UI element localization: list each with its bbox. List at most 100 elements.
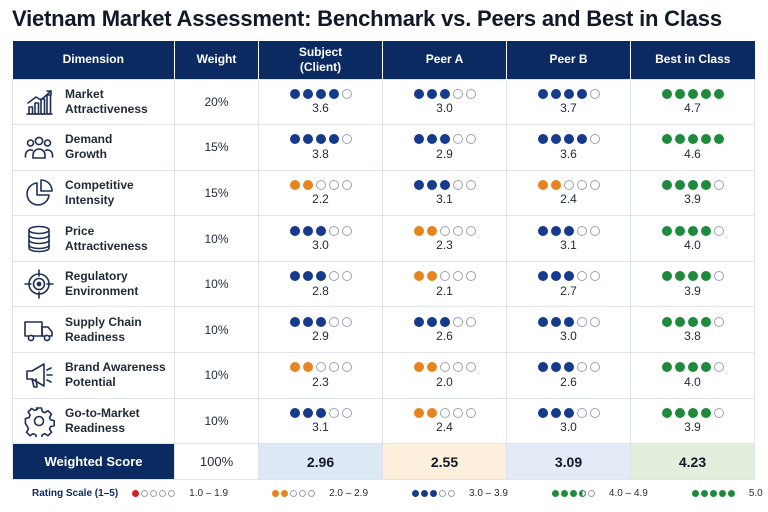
empty-dot bbox=[299, 489, 307, 497]
weight-cell: 10% bbox=[174, 306, 259, 354]
dimension-label-line2: Intensity bbox=[65, 192, 115, 207]
filled-dot bbox=[661, 225, 672, 236]
filled-dot bbox=[661, 316, 672, 327]
filled-dot bbox=[700, 225, 711, 236]
megaphone-icon bbox=[13, 359, 65, 391]
empty-dot bbox=[576, 407, 587, 418]
filled-dot bbox=[328, 88, 339, 99]
rating-dots bbox=[413, 271, 476, 282]
peer-b-rating-cell: 3.0 bbox=[506, 306, 631, 354]
best-in-class-rating-cell: 3.9 bbox=[630, 397, 755, 445]
filled-dot bbox=[687, 271, 698, 282]
rating-score: 2.7 bbox=[560, 283, 577, 298]
rating-score: 3.8 bbox=[684, 329, 701, 344]
legend-item: 5.0 bbox=[691, 487, 768, 499]
empty-dot bbox=[563, 179, 574, 190]
legend-item-label: 5.0 bbox=[748, 487, 763, 499]
empty-dot bbox=[576, 179, 587, 190]
empty-dot bbox=[328, 407, 339, 418]
filled-dot bbox=[576, 88, 587, 99]
rating-dots bbox=[537, 362, 600, 373]
peer-b-rating-cell: 2.4 bbox=[506, 169, 631, 217]
rating-score: 2.4 bbox=[436, 420, 453, 435]
filled-dot bbox=[289, 407, 300, 418]
rating-dots bbox=[661, 316, 724, 327]
rating-dots bbox=[289, 316, 352, 327]
filled-dot bbox=[289, 179, 300, 190]
dimension-cell: Market Attractiveness bbox=[12, 78, 175, 126]
rating-dots bbox=[289, 407, 352, 418]
dimension-row: Competitive Intensity 15% 2.2 3.1 2.4 3.9 bbox=[12, 169, 755, 217]
empty-dot bbox=[341, 362, 352, 373]
empty-dot bbox=[328, 362, 339, 373]
header-best-in-class: Best in Class bbox=[630, 41, 755, 79]
weight-cell: 10% bbox=[174, 260, 259, 308]
dimension-label: Go-to-Market Readiness bbox=[65, 406, 140, 436]
empty-dot bbox=[713, 179, 724, 190]
filled-dot bbox=[674, 362, 685, 373]
legend-item-label: 4.0 – 4.9 bbox=[608, 487, 648, 499]
rating-dots bbox=[661, 271, 724, 282]
dimension-label-line1: Supply Chain bbox=[65, 314, 142, 329]
subject-rating-cell: 3.6 bbox=[258, 78, 383, 126]
weight-cell: 10% bbox=[174, 215, 259, 262]
rating-dots bbox=[289, 88, 352, 99]
empty-dot bbox=[452, 271, 463, 282]
filled-dot bbox=[560, 489, 568, 497]
filled-dot bbox=[563, 88, 574, 99]
empty-dot bbox=[328, 271, 339, 282]
filled-dot bbox=[413, 179, 424, 190]
empty-dot bbox=[465, 134, 476, 145]
peer-a-rating-cell: 3.0 bbox=[382, 78, 507, 126]
dimension-cell: Regulatory Environment bbox=[12, 260, 175, 308]
rating-score: 3.8 bbox=[312, 146, 329, 161]
filled-dot bbox=[674, 134, 685, 145]
empty-dot bbox=[439, 489, 446, 497]
rating-dots bbox=[289, 134, 352, 145]
filled-dot bbox=[550, 88, 561, 99]
rating-dots bbox=[661, 88, 724, 99]
filled-dot bbox=[713, 134, 724, 145]
rating-dots bbox=[661, 362, 724, 373]
filled-dot bbox=[661, 179, 672, 190]
filled-dot bbox=[302, 316, 313, 327]
rating-score: 3.1 bbox=[436, 192, 453, 207]
filled-dot bbox=[674, 88, 685, 99]
filled-dot bbox=[302, 225, 313, 236]
dimension-row: Price Attractiveness 10% 3.0 2.3 3.1 4.0 bbox=[12, 215, 755, 262]
header-dimension: Dimension bbox=[12, 41, 175, 79]
rating-score: 3.0 bbox=[436, 101, 453, 116]
dimension-row: Supply Chain Readiness 10% 2.9 2.6 3.0 3.8 bbox=[12, 306, 755, 354]
dimension-label-line2: Environment bbox=[65, 284, 139, 299]
empty-dot bbox=[465, 225, 476, 236]
subject-rating-cell: 3.8 bbox=[258, 124, 383, 171]
filled-dot bbox=[661, 271, 672, 282]
filled-dot bbox=[563, 407, 574, 418]
filled-dot bbox=[661, 362, 672, 373]
filled-dot bbox=[537, 316, 548, 327]
rating-dots bbox=[413, 362, 476, 373]
empty-dot bbox=[341, 407, 352, 418]
empty-dot bbox=[341, 316, 352, 327]
empty-dot bbox=[328, 316, 339, 327]
empty-dot bbox=[589, 271, 600, 282]
weight-cell: 20% bbox=[174, 78, 259, 126]
filled-dot bbox=[289, 225, 300, 236]
rating-score: 2.3 bbox=[312, 374, 329, 389]
filled-dot bbox=[563, 134, 574, 145]
filled-dot bbox=[328, 134, 339, 145]
rating-dots bbox=[413, 316, 476, 327]
empty-dot bbox=[159, 489, 167, 497]
rating-dots bbox=[537, 179, 600, 190]
empty-dot bbox=[452, 179, 463, 190]
people-group-icon bbox=[13, 131, 65, 163]
empty-dot bbox=[713, 362, 724, 373]
peer-b-rating-cell: 3.0 bbox=[506, 397, 631, 445]
empty-dot bbox=[308, 489, 316, 497]
filled-dot bbox=[302, 271, 313, 282]
subject-rating-cell: 3.0 bbox=[258, 215, 383, 262]
rating-score: 4.7 bbox=[684, 101, 701, 116]
page-title: Vietnam Market Assessment: Benchmark vs.… bbox=[12, 6, 722, 31]
rating-dots bbox=[691, 488, 735, 499]
filled-dot bbox=[413, 316, 424, 327]
